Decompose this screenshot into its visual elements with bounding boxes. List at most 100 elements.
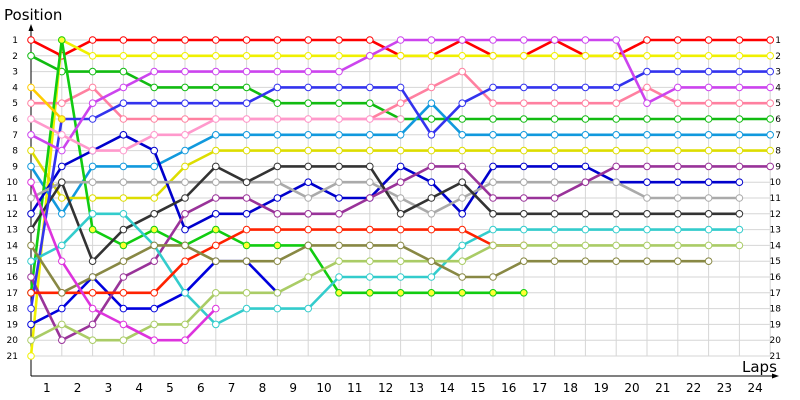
data-point [58,131,66,139]
data-point [242,52,251,60]
y-tick-label-right: 21 [770,352,781,362]
data-point [119,225,128,234]
data-point [520,178,528,186]
data-point [735,146,744,155]
data-point [27,273,35,281]
data-point [396,52,405,60]
data-point [181,36,189,44]
data-point [335,115,343,123]
data-point [520,146,528,155]
data-point [212,289,220,297]
data-point [304,225,313,234]
data-point [242,241,251,250]
data-point [674,210,682,218]
data-point [581,162,590,171]
data-point [335,225,343,234]
data-point [335,52,343,60]
data-point [427,194,436,202]
data-point [735,115,744,123]
data-point [366,225,374,234]
data-point [242,178,251,186]
data-point [766,115,775,123]
data-point [88,52,97,60]
data-point [735,194,744,202]
x-tick-label: 4 [135,381,143,395]
data-point [643,210,651,218]
data-point [335,178,343,186]
data-point [150,320,158,329]
series-7 [27,146,775,202]
series-18 [27,241,713,297]
data-point [242,36,251,44]
data-point [427,36,436,44]
data-point [612,99,621,107]
data-point [550,36,559,44]
data-point [520,225,528,234]
data-point [150,115,158,123]
data-point [273,257,282,266]
data-point [58,146,66,155]
data-point [366,146,374,155]
y-tick-label-right: 2 [775,52,781,62]
data-point [520,36,528,44]
data-point [396,178,405,186]
data-point [643,99,651,107]
data-point [643,241,651,250]
data-point [273,146,282,155]
data-point [150,304,158,313]
data-point [27,304,35,313]
data-point [88,336,97,345]
data-point [489,146,497,155]
data-point [704,131,713,139]
y-tick-label-right: 9 [775,162,781,172]
y-tick-label-right: 8 [775,147,781,157]
x-tick-label: 23 [717,381,732,395]
data-point [335,83,343,92]
series-15 [27,210,744,329]
data-point [304,304,313,313]
data-point [581,210,590,218]
data-point [612,146,621,155]
data-point [520,115,528,123]
data-point [704,257,713,266]
data-point [550,115,559,123]
data-point [119,36,128,44]
data-point [581,99,590,107]
x-tick-label: 10 [316,381,331,395]
data-point [704,99,713,107]
data-point [766,83,775,92]
data-point [366,83,374,92]
y-tick-label: 17 [7,289,18,299]
data-point [27,115,35,123]
data-point [427,289,436,297]
x-tick-label: 17 [532,381,547,395]
data-point [273,162,282,171]
data-point [88,194,97,202]
data-point [27,131,35,139]
y-tick-label-right: 15 [770,257,781,267]
data-point [150,336,158,345]
data-point [735,36,744,44]
data-point [704,225,713,234]
data-point [150,225,158,234]
data-point [489,83,497,92]
x-tick-label: 12 [378,381,393,395]
data-point [27,99,35,107]
data-point [58,99,66,107]
x-tick-label: 9 [289,381,297,395]
y-tick-label: 1 [12,36,18,46]
data-point [273,131,282,139]
data-point [27,241,35,250]
data-point [458,273,467,281]
data-point [304,210,313,218]
x-tick-label: 2 [74,381,82,395]
data-point [119,194,128,202]
data-point [766,99,775,107]
data-point [181,336,189,345]
data-point [643,131,651,139]
data-point [181,320,189,329]
y-tick-label-right: 11 [770,194,781,204]
data-point [458,162,467,171]
data-point [489,289,497,297]
